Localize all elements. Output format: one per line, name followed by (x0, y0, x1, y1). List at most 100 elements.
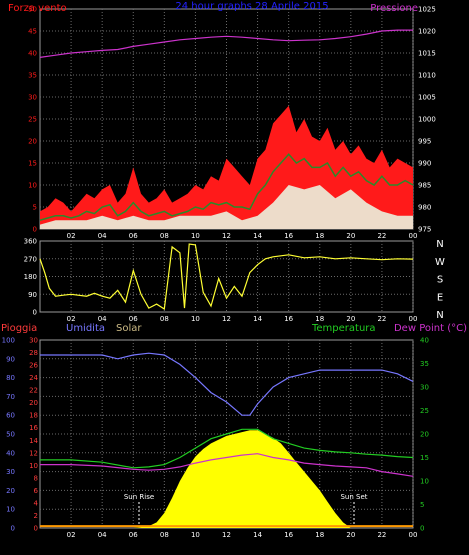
rain-tick-label: 4 (34, 499, 39, 507)
y-tick-label: 50 (6, 431, 15, 439)
temperature-tick-label: 0 (420, 525, 424, 533)
y-tick-label: 100 (2, 337, 15, 345)
compass-label: E (437, 292, 443, 303)
pressure-tick-label: 1000 (418, 116, 436, 124)
x-tick-label: 16 (284, 315, 293, 323)
temperature-tick-label: 35 (420, 360, 429, 368)
wind-panel-series (39, 29, 414, 229)
compass-label: N (436, 239, 443, 250)
y-tick-label: 60 (6, 412, 15, 420)
rain-tick-label: 12 (29, 449, 38, 457)
temperature-tick-label: 15 (420, 454, 429, 462)
x-tick-label: 22 (377, 315, 386, 323)
pressure-tick-label: 1010 (418, 72, 436, 80)
y-tick-label: 15 (28, 160, 37, 168)
pressure-axis-label: Pressione (370, 3, 418, 14)
pressure-line (39, 29, 413, 58)
climate-panel-ticks: 02 04 06 08 10 12 14 16 18 20 22 000102030405060708… (2, 337, 429, 540)
y-tick-label: 40 (28, 50, 37, 58)
pressure-tick-label: 985 (418, 182, 431, 190)
x-tick-label: 12 (222, 531, 231, 539)
x-tick-label: 10 (191, 531, 200, 539)
compass-label: N (436, 310, 443, 321)
humidity-line (40, 352, 414, 416)
y-tick-label: 20 (6, 487, 15, 495)
x-tick-label: 18 (315, 315, 324, 323)
x-tick-label: 14 (253, 315, 262, 323)
y-tick-label: 90 (6, 355, 15, 363)
temperature-line (40, 428, 414, 469)
x-tick-label: 20 (346, 531, 355, 539)
y-tick-label: 360 (24, 238, 37, 246)
x-tick-label: 00 (409, 232, 418, 240)
x-tick-label: 08 (160, 232, 169, 240)
rain-tick-label: 16 (29, 424, 38, 432)
temperature-tick-label: 30 (420, 384, 429, 392)
temperature-tick-label: 10 (420, 478, 429, 486)
y-tick-label: 0 (33, 226, 37, 234)
chart-title: 24 hour graphs 28 Aprile 2015 (175, 1, 328, 12)
y-tick-label: 270 (24, 255, 37, 263)
rain-axis-label: Pioggia (1, 323, 37, 334)
pressure-tick-label: 980 (418, 204, 431, 212)
x-tick-label: 16 (284, 531, 293, 539)
y-tick-label: 0 (11, 525, 15, 533)
y-tick-label: 45 (28, 28, 37, 36)
y-tick-label: 80 (6, 374, 15, 382)
y-tick-label: 40 (6, 449, 15, 457)
rain-tick-label: 0 (34, 525, 38, 533)
pressure-tick-label: 995 (418, 138, 431, 146)
x-tick-label: 10 (191, 232, 200, 240)
wind-panel-ticks: 02 04 06 08 10 12 14 16 18 20 22 000510152025303540… (28, 6, 436, 241)
y-tick-label: 50 (28, 6, 37, 14)
compass-label: W (435, 257, 445, 268)
y-tick-label: 30 (28, 94, 37, 102)
y-tick-label: 30 (6, 468, 15, 476)
x-tick-label: 20 (346, 315, 355, 323)
solar-area (133, 430, 351, 528)
y-tick-label: 20 (28, 138, 37, 146)
compass-label: S (437, 275, 443, 286)
y-tick-label: 70 (6, 393, 15, 401)
direction-panel-series (39, 243, 414, 311)
x-tick-label: 02 (67, 232, 76, 240)
x-tick-label: 04 (98, 531, 107, 539)
y-tick-label: 0 (33, 309, 37, 317)
sunset-label: Sun Set (340, 493, 367, 501)
rain-tick-label: 26 (29, 362, 38, 370)
x-tick-label: 06 (129, 232, 138, 240)
x-tick-label: 06 (129, 315, 138, 323)
y-tick-label: 35 (28, 72, 37, 80)
y-tick-label: 180 (24, 273, 37, 281)
pressure-tick-label: 975 (418, 226, 431, 234)
x-tick-label: 20 (346, 232, 355, 240)
x-tick-label: 02 (67, 531, 76, 539)
rain-tick-label: 6 (34, 487, 39, 495)
rain-tick-label: 24 (29, 374, 38, 382)
rain-tick-label: 28 (29, 349, 38, 357)
humidity-axis-label: Umidita (66, 323, 105, 334)
pressure-tick-label: 1015 (418, 50, 436, 58)
wind-axis-label: Forza vento (8, 3, 67, 14)
x-tick-label: 18 (315, 531, 324, 539)
x-tick-label: 10 (191, 315, 200, 323)
x-tick-label: 08 (160, 315, 169, 323)
direction-line (39, 243, 414, 311)
temperature-axis-label: Temperatura (311, 323, 376, 334)
y-tick-label: 10 (6, 506, 15, 514)
solar-axis-label: Solar (116, 323, 142, 334)
rain-tick-label: 18 (29, 412, 38, 420)
x-tick-label: 06 (129, 531, 138, 539)
temperature-tick-label: 20 (420, 431, 429, 439)
rain-tick-label: 30 (29, 337, 38, 345)
y-tick-label: 90 (28, 291, 37, 299)
pressure-tick-label: 1020 (418, 28, 436, 36)
x-tick-label: 12 (222, 315, 231, 323)
x-tick-label: 18 (315, 232, 324, 240)
x-tick-label: 00 (409, 315, 418, 323)
rain-tick-label: 20 (29, 399, 38, 407)
temperature-tick-label: 40 (420, 337, 429, 345)
sunrise-label: Sun Rise (124, 493, 154, 501)
dewpoint-line (40, 453, 414, 477)
